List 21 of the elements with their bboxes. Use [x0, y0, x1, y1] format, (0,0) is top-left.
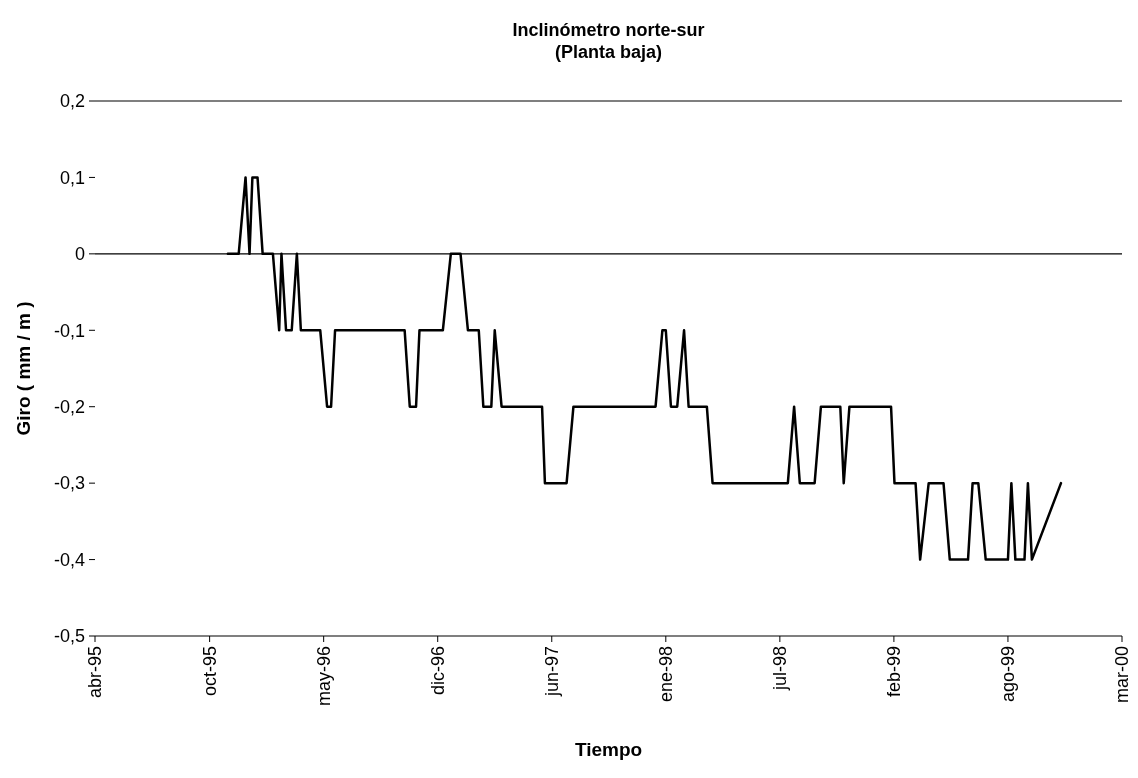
x-tick-label: may-96 [313, 646, 334, 707]
y-tick-label: -0,4 [53, 549, 85, 570]
x-tick-label: jun-97 [541, 646, 562, 698]
y-tick-label: 0 [74, 244, 85, 265]
y-tick-label: -0,5 [53, 626, 85, 647]
x-tick-label: mar-00 [1112, 646, 1132, 704]
y-tick-label: -0,3 [53, 473, 85, 494]
chart-title: Inclinómetro norte-sur (Planta baja) [512, 20, 705, 62]
x-tick-label: abr-95 [85, 646, 105, 699]
x-tick-label: oct-95 [199, 646, 220, 697]
x-tick-label: feb-99 [883, 646, 904, 698]
x-tick-label: dic-96 [427, 646, 448, 696]
y-axis-title: Giro ( mm / m ) [13, 301, 34, 436]
y-tick-label: 0,1 [59, 167, 85, 188]
y-tick-label: -0,2 [53, 397, 85, 418]
x-tick-label: ago-99 [997, 646, 1018, 703]
x-axis-title: Tiempo [574, 739, 643, 760]
y-tick-label: 0,2 [59, 91, 85, 112]
x-tick-label: ene-98 [655, 646, 676, 703]
y-tick-label: -0,1 [53, 320, 85, 341]
x-tick-label: jul-98 [769, 646, 790, 692]
